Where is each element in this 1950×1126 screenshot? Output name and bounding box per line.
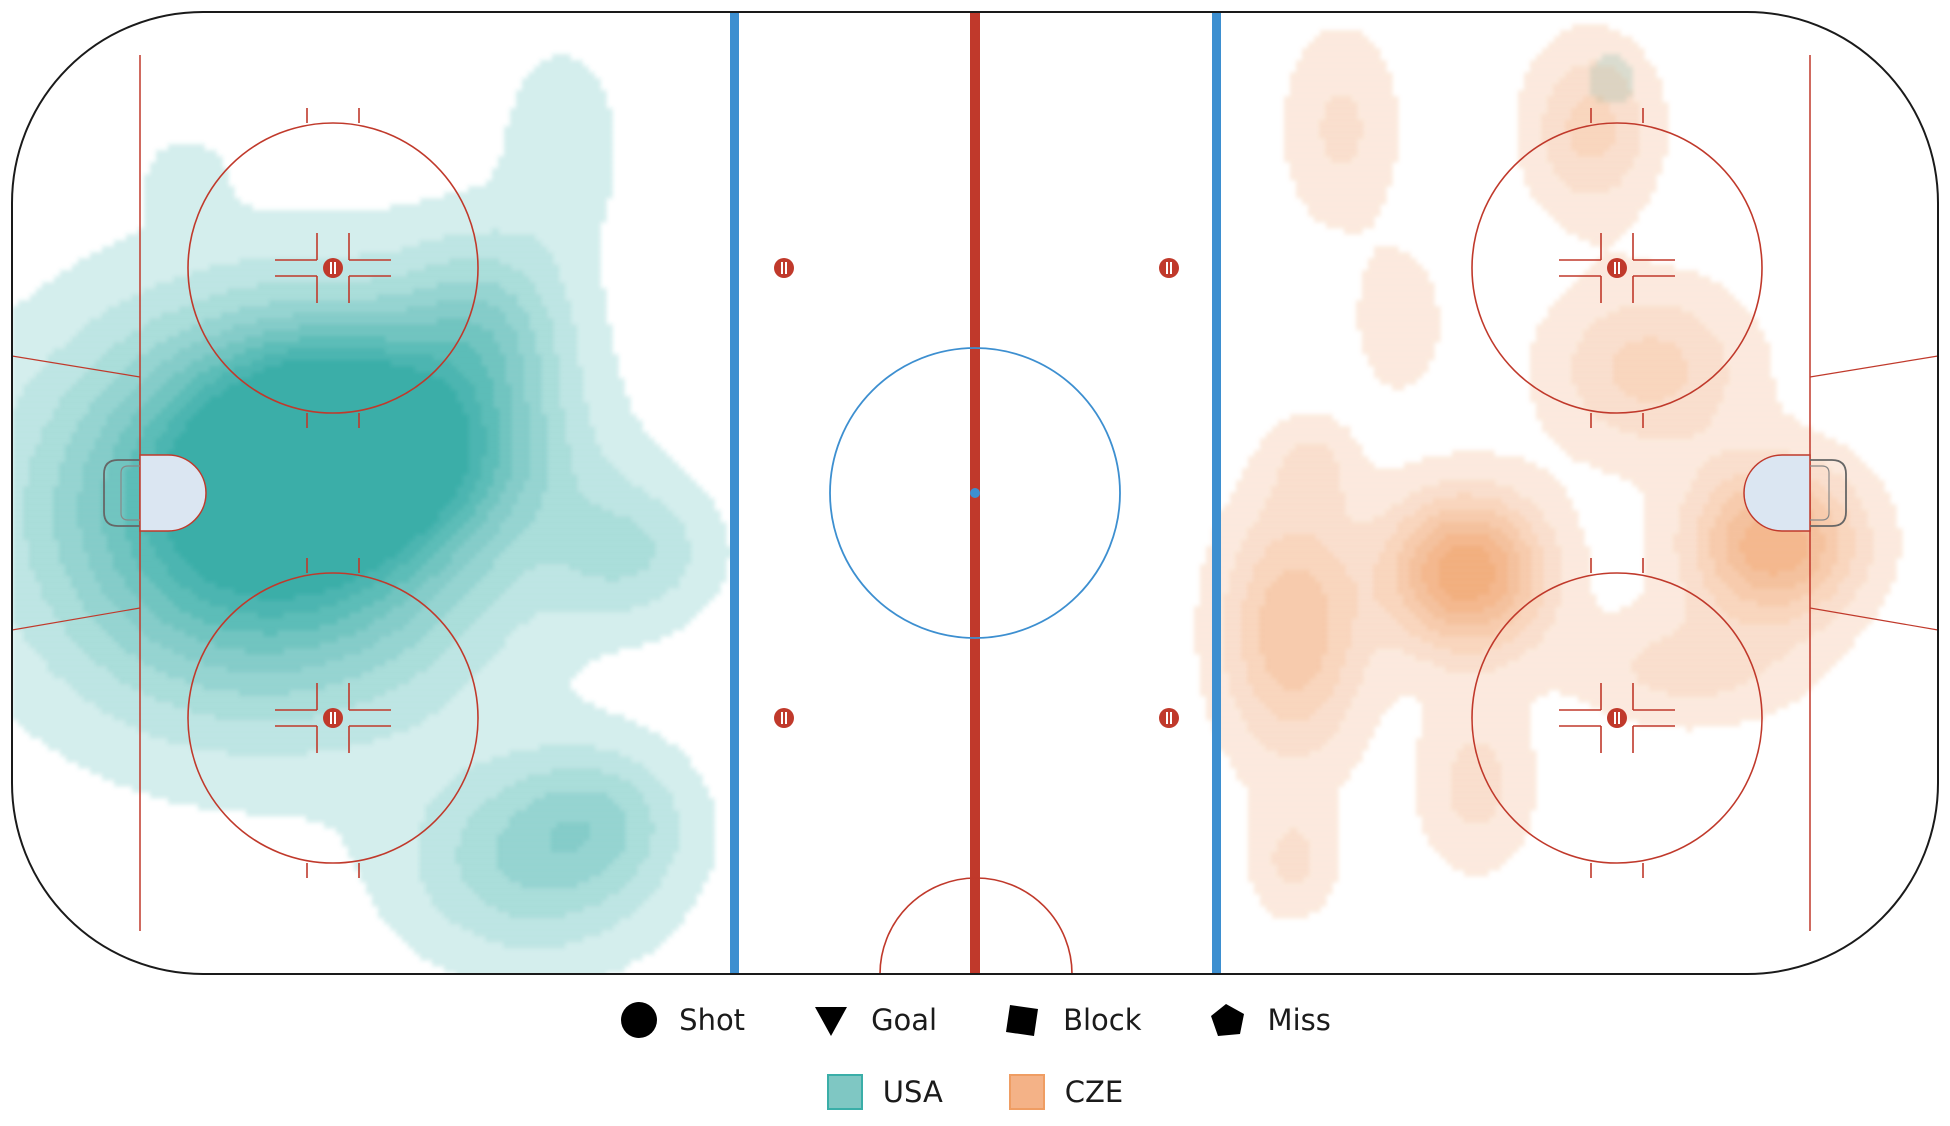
legend-label: Goal [871,1003,938,1037]
center-dot [970,488,980,498]
square-icon [1006,1005,1039,1036]
legend-item-miss: Miss [1208,1000,1331,1040]
faceoff-circle [187,558,479,878]
legend-label: USA [882,1075,943,1109]
circle-icon [621,1002,658,1038]
pentagon-icon [1210,1004,1244,1036]
heat-usa [12,54,1801,974]
rink-boards [11,11,1939,975]
legend-teams: USA CZE [0,1067,1950,1117]
legend-item-usa: USA [826,1074,943,1110]
legend-label: Block [1063,1003,1142,1037]
legend-item-goal: Goal [811,1000,937,1040]
legend-symbols: Shot Goal Block Miss [0,995,1950,1045]
legend-item-cze: CZE [1008,1074,1124,1110]
usa-swatch [826,1074,863,1110]
triangle-down-icon [815,1007,848,1036]
legend-item-shot: Shot [619,1000,745,1040]
blue-line-right [1212,12,1221,974]
legend-label: CZE [1064,1075,1124,1109]
goal-right [1743,454,1847,532]
neutral-zone-dots [774,258,1179,728]
rink-markings [12,12,1938,974]
referee-crease [879,877,1073,974]
heatmap-layer [12,24,1903,974]
faceoff-circles [187,108,1763,878]
faceoff-circle [1471,108,1763,428]
blue-line-left [730,12,739,974]
goal-left [103,454,207,532]
legend-label: Shot [679,1003,746,1037]
legend-item-block: Block [1003,1000,1142,1040]
faceoff-circle [187,108,479,428]
cze-swatch [1008,1074,1045,1110]
center-circle [829,347,1121,639]
faceoff-circle [1471,558,1763,878]
legend-label: Miss [1267,1003,1331,1037]
